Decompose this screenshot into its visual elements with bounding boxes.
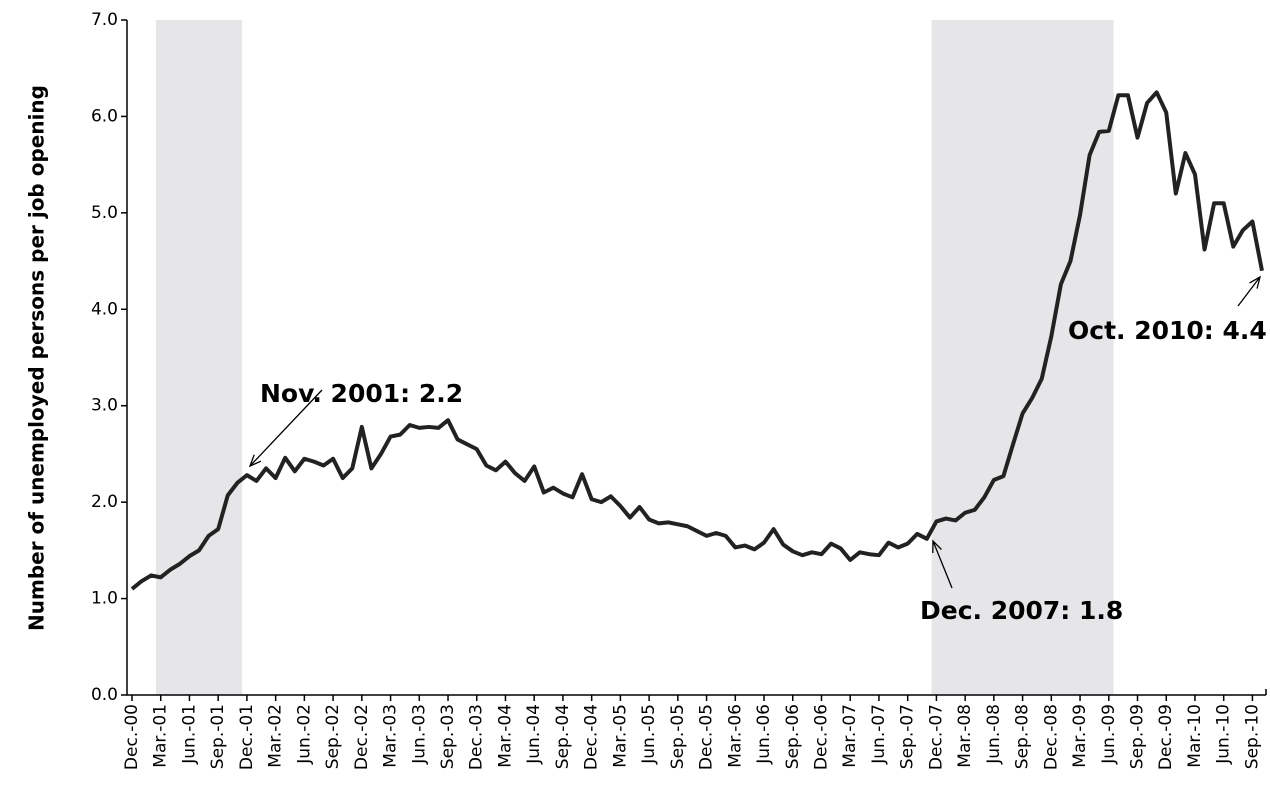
annotation-arrow <box>932 540 953 589</box>
x-tick-label: Mar.-02 <box>266 704 286 768</box>
x-tick-label: Mar.-06 <box>725 704 745 768</box>
x-tick-label: Sep.-01 <box>208 704 228 769</box>
recession-shading <box>931 20 1114 695</box>
x-tick-label: Jun.-01 <box>179 704 199 765</box>
x-tick-label: Sep.-04 <box>553 704 573 769</box>
y-tick-label: 2.0 <box>91 492 118 512</box>
x-tick-label: Dec.-04 <box>582 704 602 770</box>
x-tick-label: Mar.-07 <box>840 704 860 768</box>
x-tick-label: Sep.-02 <box>323 704 343 769</box>
x-tick-label: Jun.-05 <box>639 704 659 765</box>
y-tick-label: 4.0 <box>91 299 118 319</box>
x-tick-label: Dec.-00 <box>122 704 142 770</box>
y-tick-label: 5.0 <box>91 203 118 223</box>
x-tick-label: Sep.-07 <box>898 704 918 769</box>
x-tick-label: Mar.-04 <box>495 704 515 768</box>
x-tick-label: Dec.-07 <box>926 704 946 770</box>
x-tick-label: Mar.-09 <box>1070 704 1090 768</box>
x-tick-label: Jun.-02 <box>294 704 314 765</box>
y-tick-label: 3.0 <box>91 396 118 416</box>
x-tick-label: Jun.-09 <box>1099 704 1119 765</box>
x-tick-label: Sep.-03 <box>438 704 458 769</box>
x-tick-label: Dec.-06 <box>811 704 831 770</box>
x-tick-label: Jun.-03 <box>409 704 429 765</box>
annotation: Nov. 2001: 2.2 <box>260 379 463 408</box>
x-tick-label: Dec.-05 <box>697 704 717 770</box>
arrow-head <box>932 539 942 554</box>
y-axis-label: Number of unemployed persons per job ope… <box>25 85 49 631</box>
recession-shading <box>155 20 243 695</box>
y-tick-label: 7.0 <box>91 10 118 30</box>
x-tick-label: Sep.-05 <box>668 704 688 769</box>
x-tick-label: Dec.-02 <box>352 704 372 770</box>
x-tick-label: Mar.-03 <box>381 704 401 768</box>
x-tick-label: Mar.-05 <box>610 704 630 768</box>
x-tick-label: Sep.-08 <box>1013 704 1033 769</box>
annotation-arrow <box>1237 276 1261 307</box>
data-line <box>130 90 1264 591</box>
x-tick-label: Sep.-06 <box>783 704 803 769</box>
x-tick-label: Mar.-01 <box>151 704 171 768</box>
x-tick-label: Dec.-09 <box>1156 704 1176 770</box>
x-tick-label: Jun.-06 <box>754 704 774 765</box>
x-tick-label: Mar.-10 <box>1185 704 1205 768</box>
x-tick-label: Dec.-01 <box>237 704 257 770</box>
arrow-head <box>248 454 262 468</box>
y-tick-label: 6.0 <box>91 106 118 126</box>
x-tick-label: Jun.-10 <box>1214 704 1234 765</box>
x-tick-label: Sep.-09 <box>1128 704 1148 769</box>
arrow-head <box>1249 275 1262 289</box>
x-tick-label: Mar.-08 <box>955 704 975 768</box>
y-tick-label: 0.0 <box>91 685 118 705</box>
annotation: Dec. 2007: 1.8 <box>920 596 1123 625</box>
y-tick-label: 1.0 <box>91 589 118 609</box>
x-tick-label: Jun.-07 <box>869 704 889 765</box>
x-tick-label: Jun.-04 <box>524 704 544 765</box>
x-tick-label: Dec.-08 <box>1041 704 1061 770</box>
annotation: Oct. 2010: 4.4 <box>1068 316 1267 345</box>
annotation-arrow <box>249 389 323 467</box>
x-tick-label: Sep.-10 <box>1242 704 1262 769</box>
x-tick-label: Dec.-03 <box>467 704 487 770</box>
x-tick-label: Jun.-08 <box>984 704 1004 765</box>
